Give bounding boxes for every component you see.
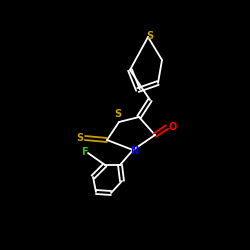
Text: S: S — [76, 133, 84, 143]
Text: S: S — [114, 109, 121, 119]
Text: O: O — [169, 122, 177, 132]
Text: S: S — [146, 31, 154, 41]
Text: F: F — [81, 147, 87, 157]
Text: N: N — [130, 146, 138, 156]
